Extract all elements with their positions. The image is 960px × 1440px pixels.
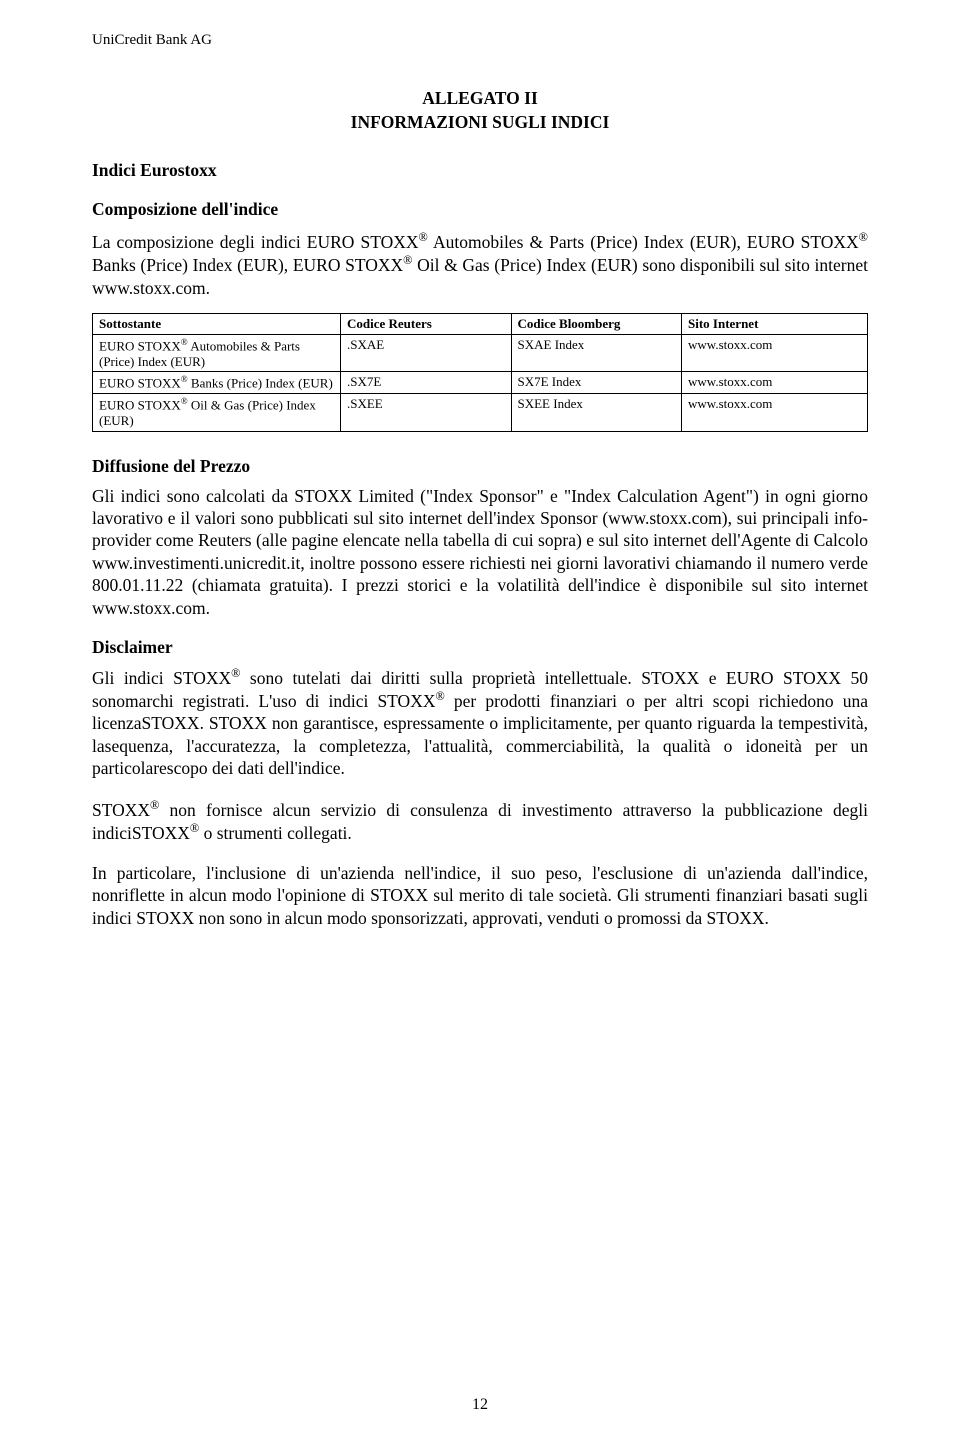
disclaimer-p1: Gli indici STOXX® sono tutelati dai diri… (92, 666, 868, 780)
cell-bloomberg: SXEE Index (511, 394, 682, 432)
table-header-row: Sottostante Codice Reuters Codice Bloomb… (93, 314, 868, 335)
composizione-paragraph: La composizione degli indici EURO STOXX®… (92, 230, 868, 299)
disclaimer-p3: In particolare, l'inclusione di un'azien… (92, 862, 868, 929)
cell-bloomberg: SX7E Index (511, 372, 682, 394)
th-sottostante: Sottostante (93, 314, 341, 335)
table-row: EURO STOXX® Banks (Price) Index (EUR) .S… (93, 372, 868, 394)
table-row: EURO STOXX® Oil & Gas (Price) Index (EUR… (93, 394, 868, 432)
cell-sito: www.stoxx.com (682, 394, 868, 432)
cell-reuters: .SX7E (341, 372, 512, 394)
section-subheading-composizione: Composizione dell'indice (92, 199, 868, 220)
section-heading-diffusione: Diffusione del Prezzo (92, 456, 868, 477)
indices-table: Sottostante Codice Reuters Codice Bloomb… (92, 313, 868, 432)
cell-sottostante: EURO STOXX® Oil & Gas (Price) Index (EUR… (93, 394, 341, 432)
th-reuters: Codice Reuters (341, 314, 512, 335)
table-row: EURO STOXX® Automobiles & Parts (Price) … (93, 334, 868, 372)
th-bloomberg: Codice Bloomberg (511, 314, 682, 335)
cell-sito: www.stoxx.com (682, 334, 868, 372)
cell-sottostante: EURO STOXX® Automobiles & Parts (Price) … (93, 334, 341, 372)
document-page: UniCredit Bank AG ALLEGATO II INFORMAZIO… (0, 0, 960, 1440)
title-line-2: INFORMAZIONI SUGLI INDICI (92, 111, 868, 135)
th-sito: Sito Internet (682, 314, 868, 335)
cell-sito: www.stoxx.com (682, 372, 868, 394)
cell-bloomberg: SXAE Index (511, 334, 682, 372)
section-heading-disclaimer: Disclaimer (92, 637, 868, 658)
cell-sottostante: EURO STOXX® Banks (Price) Index (EUR) (93, 372, 341, 394)
title-block: ALLEGATO II INFORMAZIONI SUGLI INDICI (92, 87, 868, 134)
running-header: UniCredit Bank AG (92, 32, 868, 49)
title-line-1: ALLEGATO II (92, 87, 868, 111)
diffusione-paragraph: Gli indici sono calcolati da STOXX Limit… (92, 485, 868, 619)
disclaimer-p2: STOXX® non fornisce alcun servizio di co… (92, 798, 868, 844)
cell-reuters: .SXAE (341, 334, 512, 372)
section-heading-indici: Indici Eurostoxx (92, 160, 868, 181)
cell-reuters: .SXEE (341, 394, 512, 432)
page-number: 12 (0, 1396, 960, 1414)
